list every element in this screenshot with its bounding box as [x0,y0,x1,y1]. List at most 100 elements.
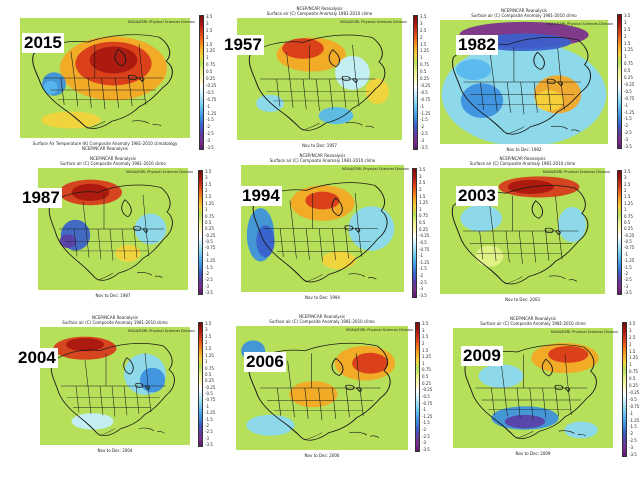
credit-label: NOAA/ESRL Physical Sciences Division [346,328,414,332]
colorbar-tick-label: -3 [419,286,423,292]
colorbar-tick-label: 1.5 [624,40,631,46]
colorbar-tick-label: -1.5 [422,420,430,426]
political-borders [475,354,588,439]
colorbar-tick-label: 3.5 [205,169,212,174]
colorbar-tick-label: -0.5 [624,239,632,245]
colorbar-gradient [412,168,417,298]
colorbar-tick-label: -0.5 [624,88,632,94]
anomaly-map [440,20,608,144]
colorbar-tick-label: -1 [629,410,633,416]
colorbar-tick-label: 1.25 [624,47,633,53]
panel-header-source: NCEP/NCAR Reanalysis [92,315,138,320]
colorbar-ticks: 3.5 3 2.5 2 1.5 1.25 1 0.75 0.5 0.25 -0.25 -0.5 -0.7… [420,15,442,150]
colorbar-tick-label: -2 [205,422,209,428]
colorbar-tick-label: -1 [206,103,210,109]
colorbar-tick-label: -1 [205,403,209,409]
anomaly-map [236,326,408,450]
continent-outline [248,342,391,441]
credit-label: NOAA/ESRL Physical Sciences Division [126,170,194,174]
panel-caption: Nov to Dec: 1957 [302,143,337,148]
anomaly-contour [564,421,598,439]
colorbar: 3.5 3 2.5 2 1.5 1.25 1 0.75 0.5 0.25 -0.25 -0.5 -0.7… [412,168,429,298]
colorbar-tick-label: -2.5 [629,438,637,444]
colorbar-tick-label: -0.25 [420,82,431,88]
colorbar-tick-label: -1.25 [422,413,433,419]
colorbar-ticks: 3.5 3 2.5 2 1.5 1.25 1 0.75 0.5 0.25 -0.25 -0.5 -0.7… [419,168,441,298]
colorbar-tick-label: -0.75 [629,403,640,409]
colorbar-tick-label: 0.25 [624,75,633,81]
colorbar-tick-label: 1.25 [205,352,214,358]
anomaly-contour [246,414,295,436]
anomaly-map [440,168,605,294]
colorbar-ticks: 3.5 3 2.5 2 1.5 1.25 1 0.75 0.5 0.25 -0.25 -0.5 -0.7… [206,15,228,150]
anomaly-contour [455,59,492,81]
colorbar-tick-label: -0.5 [206,89,214,95]
colorbar-tick-label: 1 [205,207,208,213]
anomaly-contour [89,46,138,74]
colorbar-tick-label: -0.75 [624,245,635,251]
colorbar-tick-label: 3 [205,175,208,181]
colorbar-tick-label: -1.25 [206,110,217,116]
panel-caption: Nov to Dec: 1994 [305,295,340,300]
continent-outline [32,34,173,129]
anomaly-map [40,327,190,445]
colorbar-tick-label: -1 [422,407,426,413]
colorbar: 3.5 3 2.5 2 1.5 1.25 1 0.75 0.5 0.25 -0.25 -0.5 -0.7… [415,322,432,452]
panel-header-source: NCEP/NCAR Reanalysis [499,156,546,161]
colorbar-tick-label: 3.5 [420,14,427,19]
colorbar-tick-label: 0.5 [206,69,213,75]
colorbar-tick-label: -3 [420,138,424,144]
colorbar-tick-label: -0.25 [624,232,635,238]
colorbar-tick-label: -3 [206,138,210,144]
colorbar-tick-label: -1 [419,253,423,259]
anomaly-contour [535,90,564,112]
colorbar-tick-label: 0.25 [629,383,638,389]
credit-label: NOAA/ESRL Physical Sciences Division [128,20,196,24]
colorbar-tick-label: -0.75 [205,245,216,251]
colorbar-tick-label: -2.5 [206,131,214,137]
colorbar-tick-label: -0.5 [205,239,213,245]
colorbar-ticks: 3.5 3 2.5 2 1.5 1.25 1 0.75 0.5 0.25 -0.25 -0.5 -0.7… [624,170,640,295]
colorbar-tick-label: -0.75 [206,96,217,102]
colorbar-tick-label: 2.5 [624,181,631,187]
colorbar: 3.5 3 2.5 2 1.5 1.25 1 0.75 0.5 0.25 -0.25 -0.5 -0.7… [198,170,215,295]
colorbar-tick-label: -0.25 [205,384,216,390]
panel-caption-source: NCEP/NCAR Reanalysis [82,146,128,151]
anomaly-map [20,18,190,138]
year-label: 2004 [16,348,58,368]
colorbar-tick-label: 3 [624,175,627,181]
colorbar-tick-label: 3 [624,19,627,25]
colorbar-gradient [198,170,203,295]
anomaly-contour [256,94,284,112]
anomaly-contour [71,183,110,201]
colorbar-ticks: 3.5 3 2.5 2 1.5 1.25 1 0.75 0.5 0.25 -0.25 -0.5 -0.7… [205,170,227,295]
colorbar-tick-label: 0.25 [205,378,214,384]
colorbar-tick-label: -2.5 [205,429,213,435]
colorbar-tick-label: -3.5 [205,290,213,295]
colorbar-tick-label: 1 [624,54,627,60]
colorbar-tick-label: -0.75 [419,246,430,252]
panel-header-variable: Surface air (C) Composite Anomaly 1981-2… [471,13,577,18]
colorbar-tick-label: -2.5 [624,130,632,136]
colorbar-tick-label: -1.5 [420,117,428,123]
panel-header-variable: Surface air (C) Composite Anomaly 1981-2… [60,161,166,166]
colorbar-tick-label: 2 [205,340,208,346]
anomaly-contour [115,244,141,262]
panel-header-source: NCEP/NCAR Reanalysis [296,6,343,11]
colorbar-tick-label: 0.5 [205,219,212,225]
colorbar-tick-label: -1.5 [629,424,637,430]
colorbar-tick-label: -1.25 [419,259,430,265]
political-borders [263,192,378,283]
colorbar-tick-label: 2.5 [206,27,213,33]
colorbar-tick-label: 2.5 [422,334,429,340]
colorbar-tick-label: -1.5 [206,117,214,123]
colorbar-tick-label: 1.25 [629,355,638,361]
colorbar-tick-label: 3 [422,327,425,333]
year-label: 1987 [20,188,62,208]
colorbar-tick-label: -1.25 [629,417,640,423]
colorbar-tick-label: 1 [205,359,208,365]
colorbar-tick-label: -3 [624,283,628,289]
year-label: 1957 [222,35,264,55]
year-label: 2009 [461,346,503,366]
colorbar-tick-label: -2.5 [205,277,213,283]
